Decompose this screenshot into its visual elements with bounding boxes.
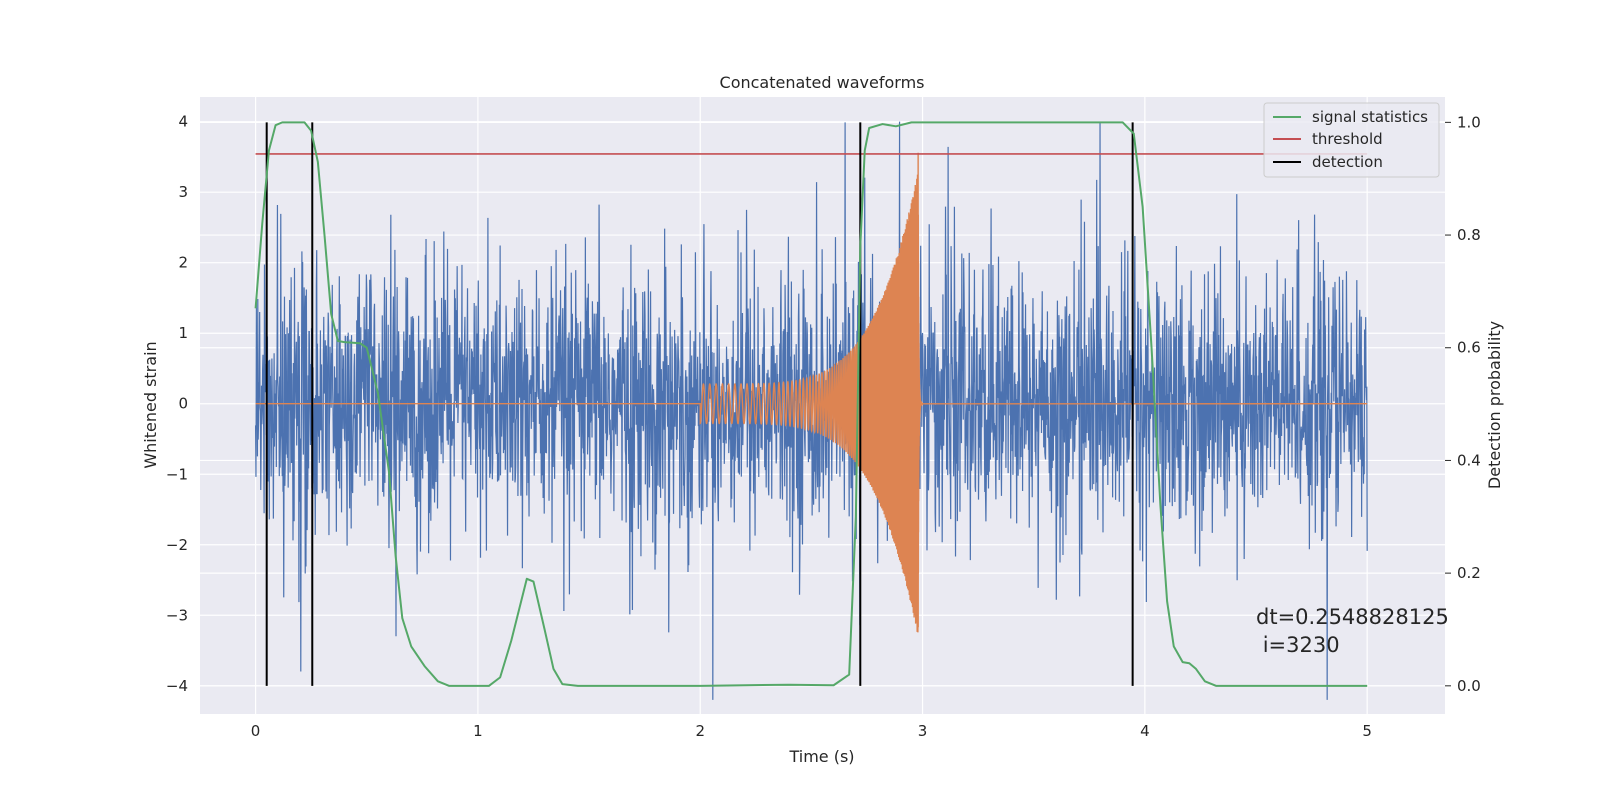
y2-tick-label: 0.6 [1457, 339, 1481, 357]
template-line [255, 152, 1368, 633]
annotation-index: i=3230 [1256, 633, 1340, 657]
x-tick-label: 3 [918, 722, 928, 740]
y-tick-label: −4 [166, 677, 188, 695]
y-axis-ticks: −4 −3 −2 −1 0 1 2 3 4 [166, 113, 188, 695]
annotation-text: dt=0.2548828125 i=3230 [1256, 605, 1456, 657]
signal-statistics-line [254, 121, 1368, 687]
y2-tick-label: 0.0 [1457, 677, 1481, 695]
y2-axis-label: Detection probability [1485, 321, 1504, 489]
y-tick-label: −2 [166, 536, 188, 554]
legend-label-detection: detection [1312, 153, 1383, 171]
x-axis-ticks: 0 1 2 3 4 5 [251, 722, 1372, 740]
legend-box [1263, 102, 1440, 178]
y-tick-label: 2 [178, 254, 188, 272]
annotation-dt: dt=0.2548828125 [1256, 605, 1449, 629]
x-tick-label: 5 [1362, 722, 1372, 740]
y-tick-label: 0 [178, 395, 188, 413]
x-tick-label: 2 [695, 722, 705, 740]
legend: signal statistics threshold detection [1263, 102, 1440, 178]
y2-tick-label: 0.2 [1457, 564, 1481, 582]
chart-title: Concatenated waveforms [720, 73, 925, 92]
y2-tick-label: 0.8 [1457, 226, 1481, 244]
y-tick-label: −3 [166, 606, 188, 624]
x-tick-label: 1 [473, 722, 483, 740]
y-tick-label: −1 [166, 465, 188, 483]
y-tick-label: 1 [178, 324, 188, 342]
x-axis-label: Time (s) [788, 747, 854, 766]
y-axis-label: Whitened strain [141, 341, 160, 468]
x-tick-label: 0 [251, 722, 261, 740]
legend-label-signal-statistics: signal statistics [1312, 108, 1428, 126]
legend-label-threshold: threshold [1312, 130, 1383, 148]
y-tick-label: 4 [178, 113, 188, 131]
y-tick-label: 3 [178, 183, 188, 201]
y2-tick-label: 0.4 [1457, 451, 1481, 469]
plot-area [254, 121, 1368, 700]
y2-axis-ticks: 0.0 0.2 0.4 0.6 0.8 1.0 [1445, 113, 1481, 695]
x-tick-label: 4 [1140, 722, 1150, 740]
y2-tick-label: 1.0 [1457, 113, 1481, 131]
